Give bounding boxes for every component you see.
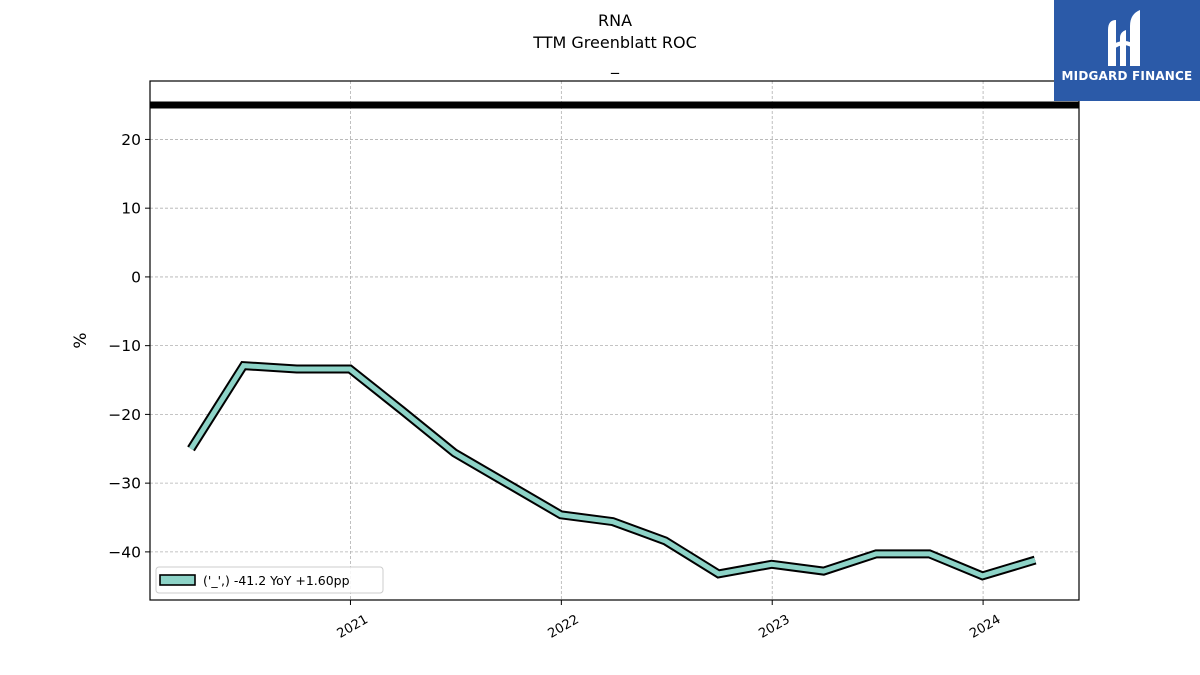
y-tick-label: 0 [131,268,141,286]
chart-title-line-1: RNA [597,11,633,30]
x-axis-ticks: 2021 2022 2023 2024 [335,600,1003,642]
x-tick-label: 2024 [967,612,1003,642]
chart-title-line-2: TTM Greenblatt ROC [533,33,697,52]
y-axis-ticks: 20 10 0 −10 −20 −30 −40 [108,131,150,561]
y-axis-label: % [71,332,91,348]
plot-frame [149,80,1080,601]
series-line [188,363,1036,579]
y-tick-label: −20 [108,406,141,424]
legend: ('_',) -41.2 YoY +1.60pp [155,566,384,594]
y-tick-label: −40 [108,543,141,561]
legend-label: ('_',) -41.2 YoY +1.60pp [203,573,350,588]
series-line-outline [187,360,1037,581]
legend-swatch [159,574,196,586]
plot-lines [150,101,1079,581]
chart-title-line-3: _ [611,55,619,74]
midgard-finance-logo: MIDGARD FINANCE [1054,0,1200,101]
logo-text: MIDGARD FINANCE [1061,69,1193,83]
y-tick-label: 10 [121,200,141,218]
midgard-logo-icon [1108,10,1140,66]
legend-box [155,566,384,594]
y-tick-label: −30 [108,475,141,493]
y-tick-label: 20 [121,131,141,149]
y-tick-label: −10 [108,337,141,355]
x-tick-label: 2023 [756,612,792,642]
x-tick-label: 2021 [335,612,371,642]
x-tick-label: 2022 [546,612,582,642]
